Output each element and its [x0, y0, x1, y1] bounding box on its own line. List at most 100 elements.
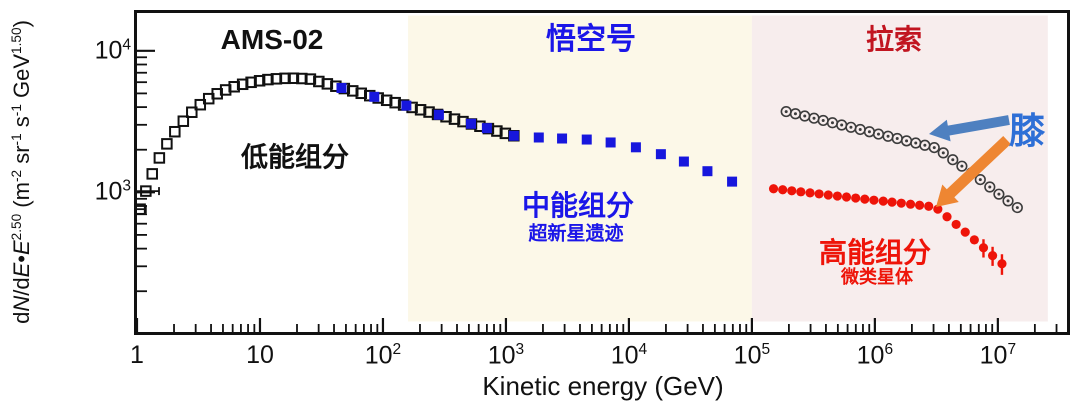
data-point-circled-dot-center — [923, 143, 927, 147]
y-tick-label: 103 — [94, 177, 131, 206]
data-point-red-circle — [860, 194, 870, 204]
data-point-blue-square — [533, 132, 544, 143]
data-point-red-circle — [905, 199, 916, 209]
x-tick-label: 103 — [487, 341, 525, 370]
data-point-blue-square — [508, 130, 519, 141]
data-point-blue-square — [433, 109, 444, 120]
data-point-red-circle — [823, 190, 833, 200]
data-point-red-circle — [960, 227, 970, 237]
x-tick-label: 106 — [856, 341, 894, 370]
data-point-red-circle — [987, 251, 998, 261]
x-axis-title: Kinetic energy (GeV) — [482, 371, 724, 401]
band-wukong-region — [408, 15, 752, 322]
label-supernova-remnant: 超新星遗迹 — [528, 223, 624, 245]
data-point-circled-dot — [974, 173, 986, 186]
data-point-circled-dot-center — [988, 185, 992, 189]
data-point-open-square — [423, 106, 435, 118]
data-point-circled-dot-center — [960, 164, 964, 168]
data-point-red-circle — [814, 189, 824, 199]
data-point-open-square — [169, 125, 181, 138]
band-lhaaso-region — [751, 15, 1048, 322]
data-point-blue-square — [481, 123, 492, 134]
label-high-energy-component: 高能组分 — [818, 237, 932, 268]
data-point-circled-dot-center — [895, 137, 899, 141]
label-mid-energy-component: 中能组分 — [521, 190, 635, 221]
data-point-circled-dot-center — [978, 178, 982, 182]
data-point-open-square — [279, 72, 291, 85]
data-point-open-square — [262, 73, 274, 86]
x-tick-label: 107 — [979, 341, 1017, 370]
data-point-circled-dot — [1002, 195, 1014, 207]
data-point-open-square — [448, 113, 461, 125]
y-tick-label: 104 — [94, 36, 131, 65]
x-tick-label: 104 — [610, 341, 648, 370]
data-point-circled-dot — [928, 141, 940, 154]
data-point-open-square — [491, 125, 503, 137]
data-point-open-square — [228, 81, 240, 93]
region-title-ams02: AMS-02 — [220, 24, 324, 55]
data-point-circled-dot — [956, 160, 968, 172]
data-point-open-square — [287, 72, 300, 84]
data-point-blue-square — [336, 82, 347, 93]
data-point-circled-dot — [993, 188, 1005, 200]
data-point-circled-dot-center — [886, 134, 890, 138]
data-point-red-circle — [787, 186, 797, 196]
data-point-open-square — [245, 76, 257, 89]
data-point-blue-square — [605, 137, 616, 148]
data-point-circled-dot-center — [812, 116, 816, 120]
data-point-open-square — [236, 78, 249, 91]
data-point-red-circle — [969, 235, 979, 245]
data-point-red-circle — [841, 192, 852, 202]
data-point-open-square — [140, 185, 152, 197]
data-point-circled-dot-center — [840, 123, 844, 127]
data-point-red-circle — [933, 204, 943, 214]
data-point-blue-square — [581, 134, 592, 145]
data-point-open-square — [186, 106, 198, 118]
data-point-open-square — [134, 203, 146, 215]
data-point-blue-square — [678, 156, 689, 167]
region-title-wukong: 悟空号 — [546, 23, 636, 56]
data-point-open-square — [153, 152, 166, 164]
x-tick-label: 105 — [733, 341, 771, 370]
data-point-circled-dot — [937, 147, 949, 159]
data-point-circled-dot-center — [821, 118, 825, 122]
data-point-red-circle — [832, 191, 843, 201]
data-point-open-square — [161, 138, 173, 150]
data-point-circled-dot-center — [932, 146, 936, 150]
data-point-blue-square — [466, 118, 477, 129]
x-tick-label: 10 — [246, 341, 274, 369]
data-point-blue-square — [630, 142, 641, 153]
data-point-red-circle — [887, 197, 897, 207]
knee-arrow-blue — [929, 115, 1010, 142]
x-tick-label: 1 — [130, 341, 144, 369]
data-point-blue-square — [655, 149, 666, 160]
label-microquasar: 微类星体 — [841, 267, 913, 287]
data-point-circled-dot — [1011, 201, 1023, 214]
data-point-red-circle — [778, 185, 788, 195]
data-point-circled-dot-center — [784, 110, 788, 114]
data-point-circled-dot — [984, 181, 996, 193]
data-point-open-square — [146, 168, 158, 180]
data-point-blue-square — [369, 91, 380, 102]
data-point-circled-dot-center — [793, 112, 797, 116]
x-tick-label: 102 — [364, 341, 402, 370]
data-point-circled-dot — [947, 154, 959, 166]
data-point-circled-dot-center — [858, 127, 862, 131]
data-point-circled-dot-center — [803, 114, 807, 118]
data-point-red-circle — [869, 195, 879, 205]
data-point-red-circle — [942, 212, 952, 222]
data-point-red-circle — [914, 200, 925, 210]
label-knee: 膝 — [1008, 110, 1046, 151]
plot-frame — [134, 10, 1070, 335]
data-point-circled-dot-center — [1006, 199, 1010, 203]
region-title-lhaaso: 拉索 — [865, 24, 923, 55]
data-point-open-square — [194, 98, 207, 111]
data-point-open-square — [414, 104, 427, 116]
data-point-red-circle — [951, 219, 961, 230]
data-point-blue-square — [401, 100, 412, 111]
label-low-energy-component: 低能组分 — [241, 142, 349, 173]
data-point-circled-dot-center — [830, 121, 834, 125]
data-point-blue-square — [557, 133, 568, 144]
